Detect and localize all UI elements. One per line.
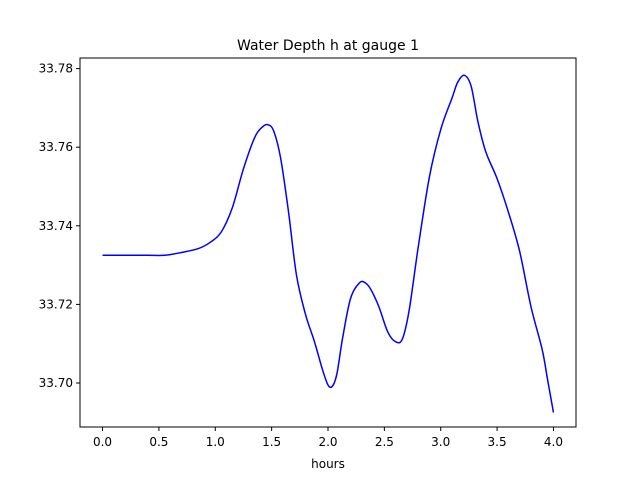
y-tick-label: 33.74 [39,219,73,233]
x-axis: 0.0 0.5 1.0 1.5 2.0 2.5 3.0 3.5 4.0 [93,427,563,449]
x-tick-label: 0.5 [149,435,168,449]
x-axis-label: hours [311,457,345,471]
x-tick-label: 2.0 [318,435,337,449]
x-tick-label: 3.0 [431,435,450,449]
x-tick-label: 0.0 [93,435,112,449]
x-tick-label: 3.5 [488,435,507,449]
x-tick-label: 1.5 [262,435,281,449]
x-tick-label: 4.0 [544,435,563,449]
y-tick-label: 33.70 [39,376,73,390]
plot-area [102,74,555,413]
y-tick-label: 33.76 [39,140,73,154]
x-tick-label: 2.5 [375,435,394,449]
series-line-0 [102,74,555,413]
y-tick-label: 33.72 [39,297,73,311]
y-axis: 33.70 33.72 33.74 33.76 33.78 [39,62,80,390]
y-tick-label: 33.78 [39,62,73,76]
x-tick-label: 1.0 [206,435,225,449]
chart-title: Water Depth h at gauge 1 [237,38,419,54]
